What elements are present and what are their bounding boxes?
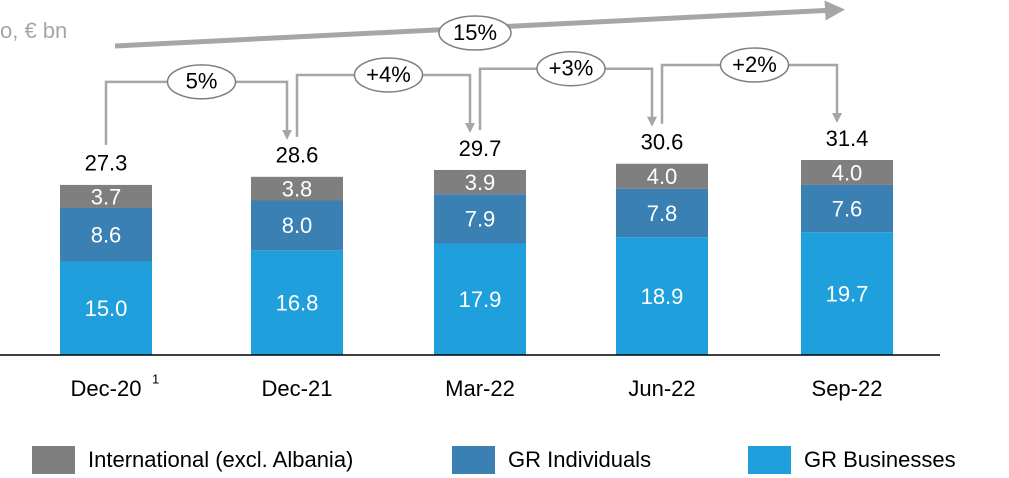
segment-label: 4.0 bbox=[832, 160, 863, 185]
growth-label: 5% bbox=[186, 69, 218, 94]
bar-segment bbox=[434, 194, 526, 244]
segment-label: 8.6 bbox=[91, 223, 122, 248]
total-label: 27.3 bbox=[85, 151, 128, 176]
segment-label: 7.6 bbox=[832, 196, 863, 221]
bar-segment bbox=[60, 184, 152, 208]
x-tick-label: Dec-20 bbox=[71, 376, 142, 401]
growth-bubble bbox=[166, 64, 237, 100]
legend-swatch bbox=[452, 446, 495, 474]
overall-bubble bbox=[438, 15, 512, 51]
bar-segment bbox=[251, 250, 343, 355]
bar-segment bbox=[616, 188, 708, 238]
footnote-marker: 1 bbox=[152, 371, 159, 386]
legend-swatch bbox=[32, 446, 75, 474]
total-label: 28.6 bbox=[276, 143, 319, 168]
segment-label: 19.7 bbox=[826, 281, 869, 306]
legend-label: International (excl. Albania) bbox=[88, 447, 353, 472]
bar-segment bbox=[434, 243, 526, 355]
growth-label: +3% bbox=[549, 56, 594, 81]
growth-label: +2% bbox=[732, 52, 777, 77]
segment-label: 7.9 bbox=[465, 207, 496, 232]
growth-bubble bbox=[353, 57, 424, 93]
bar-segment bbox=[251, 176, 343, 201]
segment-label: 17.9 bbox=[459, 287, 502, 312]
x-tick-label: Mar-22 bbox=[445, 376, 515, 401]
segment-label: 3.7 bbox=[91, 184, 122, 209]
legend-label: GR Individuals bbox=[508, 447, 651, 472]
overall-label: 15% bbox=[453, 20, 497, 45]
segment-label: 15.0 bbox=[85, 296, 128, 321]
x-tick-label: Dec-21 bbox=[262, 376, 333, 401]
x-tick-label: Sep-22 bbox=[812, 376, 883, 401]
segment-label: 3.9 bbox=[465, 170, 496, 195]
bar-segment bbox=[60, 207, 152, 262]
bar-segment bbox=[801, 232, 893, 355]
segment-label: 4.0 bbox=[647, 164, 678, 189]
segment-label: 8.0 bbox=[282, 213, 313, 238]
legend-swatch bbox=[748, 446, 791, 474]
total-label: 31.4 bbox=[826, 126, 869, 151]
bar-segment bbox=[616, 237, 708, 355]
segment-label: 18.9 bbox=[641, 284, 684, 309]
segment-label: 16.8 bbox=[276, 290, 319, 315]
total-label: 30.6 bbox=[641, 130, 684, 155]
total-label: 29.7 bbox=[459, 136, 502, 161]
x-tick-label: Jun-22 bbox=[628, 376, 695, 401]
bar-segment bbox=[616, 163, 708, 189]
bar-segment bbox=[251, 200, 343, 251]
growth-bubble bbox=[719, 47, 790, 83]
bar-segment bbox=[801, 160, 893, 185]
bar-segment bbox=[60, 261, 152, 355]
segment-label: 3.8 bbox=[282, 176, 313, 201]
growth-bubble bbox=[536, 50, 606, 87]
chart-subtitle: o, € bn bbox=[0, 18, 67, 43]
segment-label: 7.8 bbox=[647, 201, 678, 226]
growth-label: +4% bbox=[366, 62, 411, 87]
bar-segment bbox=[801, 184, 893, 233]
bar-segment bbox=[434, 169, 526, 195]
legend-label: GR Businesses bbox=[804, 447, 956, 472]
